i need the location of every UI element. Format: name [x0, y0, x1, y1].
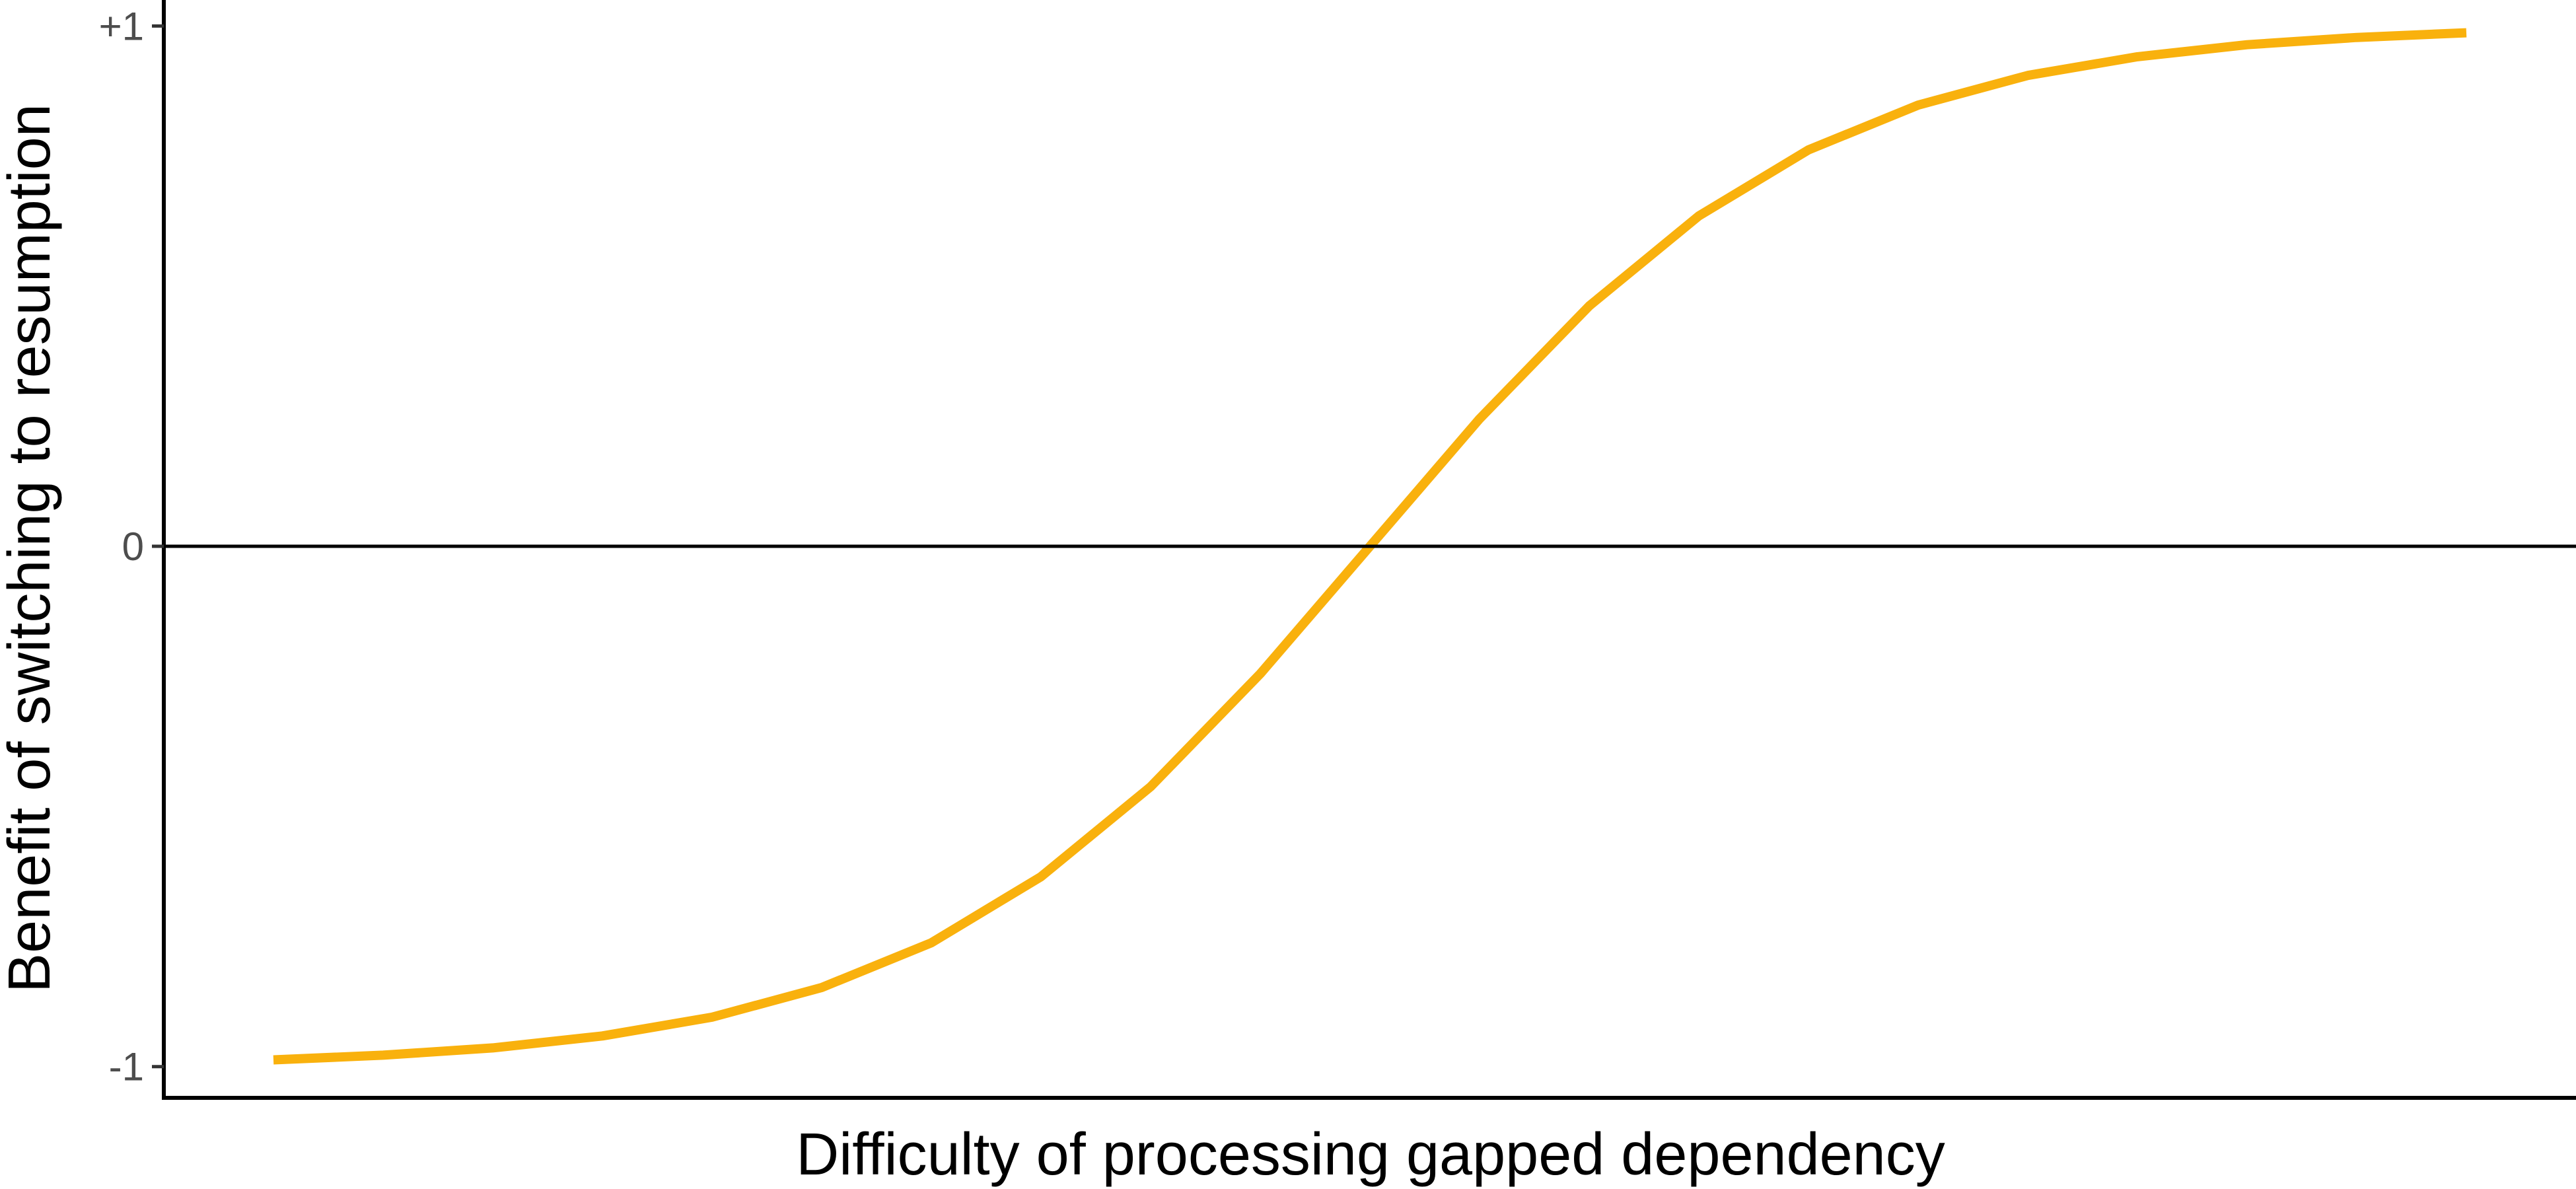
- y-tick-label: +1: [99, 4, 144, 48]
- y-tick-label: -1: [109, 1045, 144, 1089]
- y-axis-title: Benefit of switching to resumption: [0, 104, 63, 993]
- y-tick-label: 0: [122, 524, 144, 569]
- x-axis-title: Difficulty of processing gapped dependen…: [796, 1122, 1945, 1188]
- y-ticks: -1 0 +1: [99, 4, 164, 1089]
- axes: [162, 0, 2576, 1100]
